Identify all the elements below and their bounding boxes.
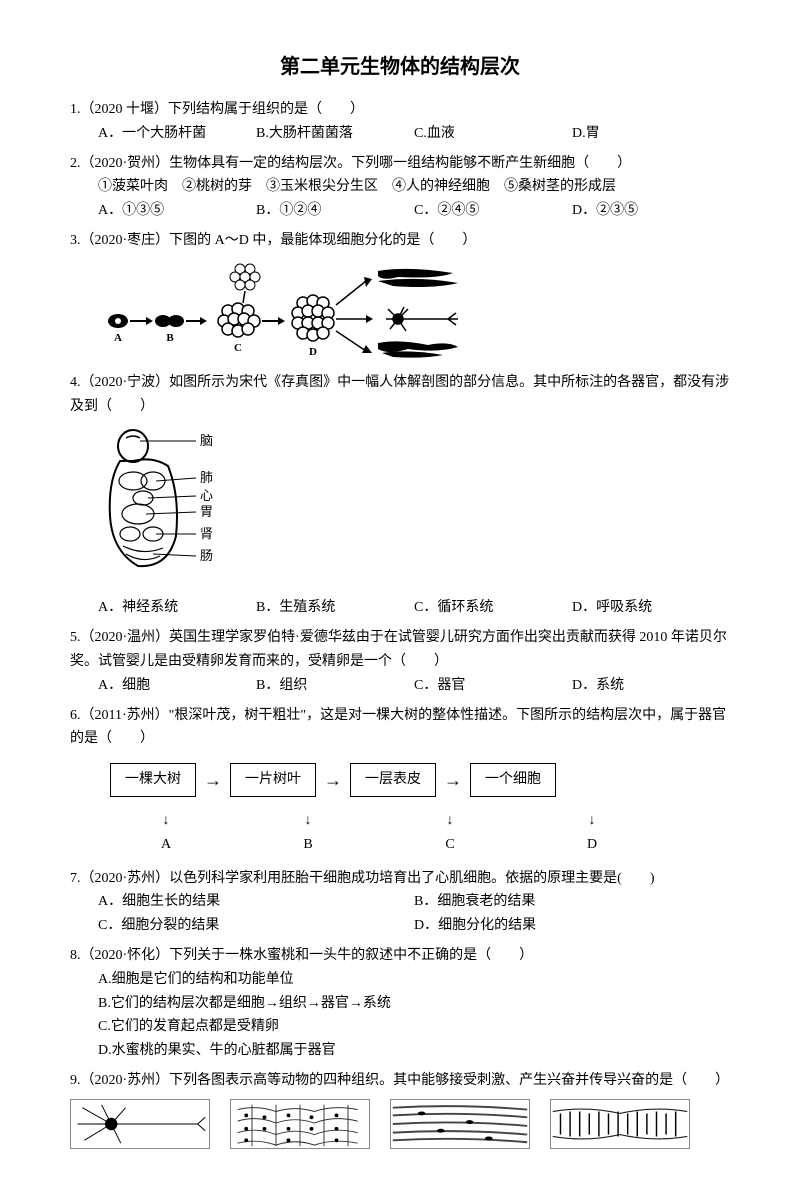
q7-opt-b: B．细胞衰老的结果 (414, 890, 730, 914)
q8-opt-a: A.细胞是它们的结构和功能单位 (70, 968, 730, 992)
q8-opt-d: D.水蜜桃的果实、牛的心脏都属于器官 (70, 1039, 730, 1063)
question-7: 7.（2020·苏州）以色列科学家利用胚胎干细胞成功培育出了心肌细胞。依据的原理… (70, 867, 730, 938)
q6-flowchart: 一棵大树 → 一片树叶 → 一层表皮 → 一个细胞 (70, 763, 730, 797)
q6-box-2: 一片树叶 (230, 763, 316, 797)
q1-opt-a: A．一个大肠杆菌 (98, 122, 256, 146)
q4-opt-d: D．呼吸系统 (572, 596, 730, 620)
question-5: 5.（2020·温州）英国生理学家罗伯特·爱德华兹由于在试管婴儿研究方面作出突出… (70, 626, 730, 697)
q4-opt-a: A．神经系统 (98, 596, 256, 620)
q3-stem: 3.（2020·枣庄）下图的 A～D 中，最能体现细胞分化的是（ ） (70, 229, 730, 253)
question-1: 1.（2020 十堰）下列结构属于组织的是（ ） A．一个大肠杆菌 B.大肠杆菌… (70, 98, 730, 146)
q2-opt-a: A．①③⑤ (98, 199, 256, 223)
q5-opt-a: A．细胞 (98, 674, 256, 698)
q1-opt-b: B.大肠杆菌菌落 (256, 122, 414, 146)
q6-box-4: 一个细胞 (470, 763, 556, 797)
q5-opt-c: C．器官 (414, 674, 572, 698)
q4-opt-b: B．生殖系统 (256, 596, 414, 620)
q1-opt-c: C.血液 (414, 122, 572, 146)
question-9: 9.（2020·苏州）下列各图表示高等动物的四种组织。其中能够接受刺激、产生兴奋… (70, 1069, 730, 1149)
q7-opt-d: D．细胞分化的结果 (414, 914, 730, 938)
q9-stem: 9.（2020·苏州）下列各图表示高等动物的四种组织。其中能够接受刺激、产生兴奋… (70, 1069, 730, 1093)
q2-opt-d: D．②③⑤ (572, 199, 730, 223)
q7-opt-a: A．细胞生长的结果 (98, 890, 414, 914)
q5-opt-b: B．组织 (256, 674, 414, 698)
svg-text:肺: 肺 (200, 470, 213, 485)
q2-items: ①菠菜叶肉 ②桃树的芽 ③玉米根尖分生区 ④人的神经细胞 ⑤桑树茎的形成层 (70, 175, 730, 199)
tissue-connective (550, 1099, 690, 1149)
q7-stem: 7.（2020·苏州）以色列科学家利用胚胎干细胞成功培育出了心肌细胞。依据的原理… (70, 867, 730, 891)
q6-label-b: B (303, 833, 312, 857)
question-2: 2.（2020·贺州）生物体具有一定的结构层次。下列哪一组结构能够不断产生新细胞… (70, 152, 730, 223)
q9-figures (70, 1099, 730, 1149)
svg-text:D: D (309, 346, 317, 358)
tissue-nervous (70, 1099, 210, 1149)
q1-opt-d: D.胃 (572, 122, 730, 146)
q6-stem: 6.（2011·苏州）"根深叶茂，树干粗壮"，这是对一棵大树的整体性描述。下图所… (70, 704, 730, 752)
q6-label-a: A (161, 833, 171, 857)
arrow-icon: → (204, 765, 222, 796)
q1-stem: 1.（2020 十堰）下列结构属于组织的是（ ） (70, 98, 730, 122)
q4-opt-c: C．循环系统 (414, 596, 572, 620)
q6-label-d: D (587, 833, 597, 857)
q8-stem: 8.（2020·怀化）下列关于一株水蜜桃和一头牛的叙述中不正确的是（ ） (70, 944, 730, 968)
svg-text:脑: 脑 (200, 433, 213, 448)
q7-opt-c: C．细胞分裂的结果 (98, 914, 414, 938)
q3-figure: A B C (98, 261, 730, 361)
q6-label-c: C (445, 833, 454, 857)
question-8: 8.（2020·怀化）下列关于一株水蜜桃和一头牛的叙述中不正确的是（ ） A.细… (70, 944, 730, 1063)
svg-text:胃: 胃 (200, 504, 213, 519)
q4-stem: 4.（2020·宁波）如图所示为宋代《存真图》中一幅人体解剖图的部分信息。其中所… (70, 371, 730, 419)
svg-text:肾: 肾 (200, 526, 213, 541)
down-arrow-icon: ↓ (163, 809, 170, 833)
tissue-epithelial (230, 1099, 370, 1149)
q2-opt-c: C．②④⑤ (414, 199, 572, 223)
question-3: 3.（2020·枣庄）下图的 A～D 中，最能体现细胞分化的是（ ） A B (70, 229, 730, 361)
question-6: 6.（2011·苏州）"根深叶茂，树干粗壮"，这是对一棵大树的整体性描述。下图所… (70, 704, 730, 857)
page-title: 第二单元生物体的结构层次 (70, 50, 730, 84)
svg-text:A: A (114, 332, 122, 344)
svg-text:B: B (166, 332, 174, 344)
down-arrow-icon: ↓ (447, 809, 454, 833)
arrow-icon: → (444, 765, 462, 796)
q8-opt-b: B.它们的结构层次都是细胞→组织→器官→系统 (70, 992, 730, 1016)
arrow-icon: → (324, 765, 342, 796)
svg-text:心: 心 (200, 488, 213, 503)
tissue-muscle (390, 1099, 530, 1149)
q5-opt-d: D．系统 (572, 674, 730, 698)
q6-labels: ↓A ↓B ↓C ↓D (70, 809, 730, 857)
q2-stem: 2.（2020·贺州）生物体具有一定的结构层次。下列哪一组结构能够不断产生新细胞… (70, 152, 730, 176)
q2-opt-b: B．①②④ (256, 199, 414, 223)
q6-box-3: 一层表皮 (350, 763, 436, 797)
q6-box-1: 一棵大树 (110, 763, 196, 797)
down-arrow-icon: ↓ (305, 809, 312, 833)
q8-opt-c: C.它们的发育起点都是受精卵 (70, 1015, 730, 1039)
q4-figure: 脑 肺 心 胃 肾 肠 (98, 426, 730, 586)
svg-text:肠: 肠 (200, 548, 213, 563)
down-arrow-icon: ↓ (589, 809, 596, 833)
q5-stem: 5.（2020·温州）英国生理学家罗伯特·爱德华兹由于在试管婴儿研究方面作出突出… (70, 626, 730, 674)
svg-text:C: C (234, 342, 242, 354)
question-4: 4.（2020·宁波）如图所示为宋代《存真图》中一幅人体解剖图的部分信息。其中所… (70, 371, 730, 620)
